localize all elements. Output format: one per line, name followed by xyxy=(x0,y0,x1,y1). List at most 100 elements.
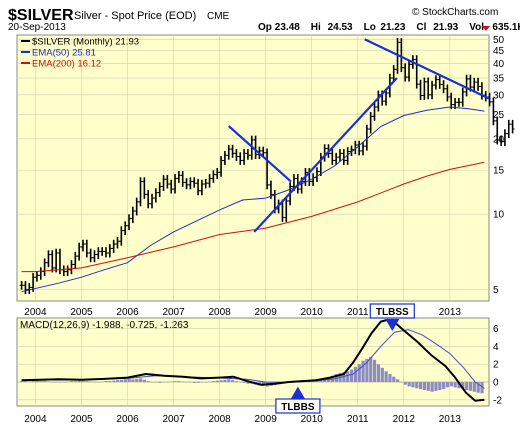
ema200-line xyxy=(21,161,485,273)
macd-x-tick-label: 2005 xyxy=(70,414,93,425)
macd-histogram-bar xyxy=(461,382,465,390)
macd-histogram-bar xyxy=(108,381,112,382)
macd-x-axis: 2004 2005 2006 2007 2008 2009 2010 2011 2012 2013 xyxy=(24,414,461,425)
macd-y-axis: -2 0 2 4 6 xyxy=(493,324,502,406)
price-lines xyxy=(21,38,490,293)
price-y-tick-label: 30 xyxy=(493,90,505,101)
price-y-tick-label: 40 xyxy=(493,59,505,70)
ema50-line xyxy=(21,106,485,293)
macd-y-tick-label: 6 xyxy=(493,324,499,335)
macd-histogram-bar xyxy=(177,381,181,382)
macd-histogram-bar xyxy=(430,382,434,392)
macd-histogram-bar xyxy=(192,382,196,383)
macd-x-tick-label: 2011 xyxy=(347,414,369,425)
macd-histogram-bar xyxy=(234,381,239,382)
macd-histogram-bar xyxy=(396,379,400,382)
macd-histogram-bar xyxy=(365,358,369,382)
quote-date: 20-Sep-2013 xyxy=(8,22,66,33)
macd-histogram-bar xyxy=(384,371,388,382)
macd-histogram-bar xyxy=(380,367,384,382)
ohlc-readout: Op23.48Hi24.53Lo21.23Cl21.93Vol635.1KChg… xyxy=(258,22,520,33)
macd-histogram-bar xyxy=(415,382,419,389)
ohlc-label: Vol xyxy=(469,22,484,33)
legend-label: EMA(200) 16.12 xyxy=(32,59,101,70)
macd-histogram-bar xyxy=(211,381,216,382)
macd-histogram-bar xyxy=(373,359,377,382)
trendline xyxy=(228,125,292,183)
annotation-box xyxy=(369,303,415,319)
macd-histogram-bar xyxy=(85,381,89,382)
macd-histogram-bar xyxy=(403,382,407,385)
macd-y-tick-label: 2 xyxy=(493,360,499,371)
macd-histogram-bar xyxy=(123,379,127,382)
macd-histogram-bar xyxy=(388,374,392,382)
ohlc-label: Lo xyxy=(364,22,376,33)
macd-histogram-bar xyxy=(453,382,457,388)
macd-histogram-bar xyxy=(146,381,150,382)
macd-histogram xyxy=(17,357,489,394)
macd-histogram-bar xyxy=(135,378,139,382)
macd-histogram-bar xyxy=(119,379,124,382)
macd-histogram-bar xyxy=(69,381,74,382)
up-arrow-icon xyxy=(290,386,305,399)
macd-x-tick-label: 2013 xyxy=(439,414,462,425)
macd-x-tick-label: 2007 xyxy=(162,414,185,425)
macd-histogram-bar xyxy=(465,382,469,390)
macd-histogram-bar xyxy=(457,382,461,389)
ohlc-label: Op xyxy=(258,22,272,33)
macd-histogram-bar xyxy=(246,382,250,384)
macd-histogram-bar xyxy=(139,378,143,382)
legend-label: $SILVER (Monthly) 21.93 xyxy=(32,37,139,48)
macd-title: MACD(12,26,9) -1.988, -0.725, -1.263 xyxy=(20,320,189,331)
macd-histogram-bar xyxy=(342,372,346,382)
ohlc-value: 24.53 xyxy=(328,22,353,33)
macd-y-tick-label: 0 xyxy=(493,378,499,389)
ohlc-label: Hi xyxy=(311,22,321,33)
macd-histogram-bar xyxy=(434,382,438,391)
macd-lines xyxy=(21,318,485,402)
macd-histogram-bar xyxy=(438,382,442,390)
macd-histogram-bar xyxy=(223,379,227,382)
macd-histogram-bar xyxy=(442,382,446,390)
ohlc-value: 23.48 xyxy=(275,22,300,33)
ohlc-value: 21.93 xyxy=(433,22,458,33)
trendline xyxy=(364,38,490,100)
annotation-box xyxy=(275,398,321,414)
macd-x-tick-label: 2008 xyxy=(208,414,231,425)
macd-histogram-bar xyxy=(472,382,476,392)
macd-histogram-bar xyxy=(31,381,35,382)
macd-grid xyxy=(17,318,489,406)
macd-histogram-bar xyxy=(357,364,361,382)
macd-histogram-bar xyxy=(112,380,116,382)
macd-histogram-bar xyxy=(35,380,39,382)
price-x-tick-label: 2009 xyxy=(255,307,278,318)
macd-histogram-bar xyxy=(346,371,350,382)
macd-histogram-bar xyxy=(449,382,453,387)
macd-histogram-bar xyxy=(158,382,162,383)
macd-histogram-bar xyxy=(376,364,381,382)
ohlc-label: Cl xyxy=(416,22,426,33)
legend-label: EMA(50) 25.81 xyxy=(32,48,96,59)
macd-histogram-bar xyxy=(173,381,177,382)
macd-histogram-bar xyxy=(231,380,235,382)
macd-histogram-bar xyxy=(353,366,358,382)
macd-y-tick-label: 4 xyxy=(493,342,499,353)
annotation-tlbbs: TLBBS xyxy=(275,386,321,414)
macd-histogram-bar xyxy=(407,382,411,387)
ohlc-value: 635.1K xyxy=(492,22,520,33)
macd-histogram-bar xyxy=(426,382,430,391)
macd-histogram-bar xyxy=(476,382,480,393)
price-y-tick-label: 45 xyxy=(493,46,505,57)
macd-histogram-bar xyxy=(215,380,219,382)
ohlc-value: 21.23 xyxy=(380,22,405,33)
macd-histogram-bar xyxy=(219,380,223,382)
macd-histogram-bar xyxy=(142,379,147,382)
price-y-tick-label: 50 xyxy=(493,35,505,46)
macd-histogram-bar xyxy=(127,378,131,382)
macd-histogram-bar xyxy=(81,380,85,382)
macd-histogram-bar xyxy=(349,369,354,382)
ohlc-item: Vol 635.1K xyxy=(469,22,520,33)
